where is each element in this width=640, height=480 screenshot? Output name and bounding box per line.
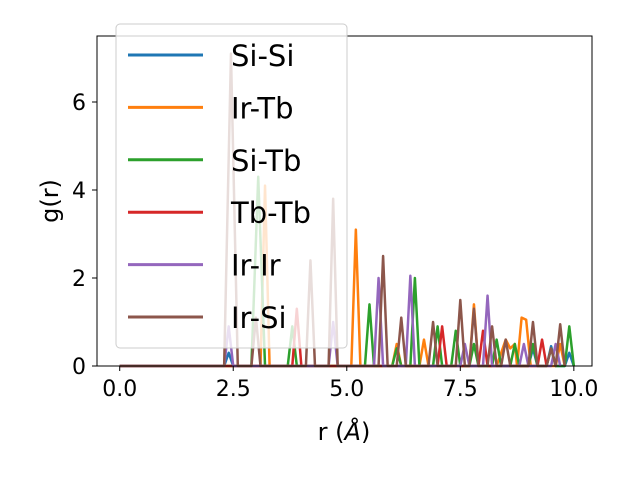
legend-label: Ir-Si xyxy=(231,301,287,335)
y-tick-label: 4 xyxy=(72,179,86,204)
legend-entries: Si-Si Ir-Tb Si-Tb Tb-Tb Ir-Ir Ir-Si xyxy=(128,39,311,335)
x-axis-label: r (Å) xyxy=(318,417,371,446)
legend-label: Si-Tb xyxy=(231,144,301,178)
legend: Si-Si Ir-Tb Si-Tb Tb-Tb Ir-Ir Ir-Si xyxy=(115,23,348,349)
x-tick-label: 7.5 xyxy=(443,377,478,402)
y-tick-label: 6 xyxy=(72,91,86,116)
legend-label: Ir-Ir xyxy=(231,249,281,283)
x-tick-label: 5.0 xyxy=(329,377,364,402)
y-axis-label: g(r) xyxy=(36,179,64,223)
legend-box xyxy=(115,23,348,349)
y-tick-label: 0 xyxy=(72,355,86,380)
y-tick-label: 2 xyxy=(72,267,86,292)
x-ticks: 0.0 2.5 5.0 7.5 10.0 xyxy=(102,366,598,402)
x-tick-label: 2.5 xyxy=(216,377,251,402)
x-tick-label: 0.0 xyxy=(102,377,137,402)
y-ticks: 0 2 4 6 xyxy=(72,91,97,380)
x-tick-label: 10.0 xyxy=(549,377,598,402)
legend-label: Si-Si xyxy=(231,39,294,73)
legend-label: Tb-Tb xyxy=(230,196,311,230)
legend-label: Ir-Tb xyxy=(231,91,294,125)
